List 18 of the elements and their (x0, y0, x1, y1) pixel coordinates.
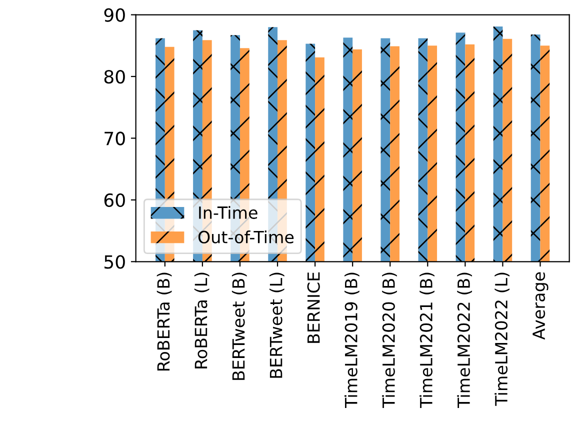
x-tick-label: BERTweet (L) (269, 272, 284, 378)
x-tick-label: RoBERTa (B) (156, 272, 172, 370)
x-tick-label: TimeLM2022 (L) (494, 272, 510, 406)
y-tick-label: 60 (104, 193, 125, 208)
x-tick-label: TimeLM2022 (B) (457, 272, 472, 408)
x-tick-label: BERTweet (B) (232, 272, 247, 380)
y-tick-label: 70 (104, 132, 125, 146)
y-tick-label: 80 (104, 70, 125, 84)
x-tick-label: BERNICE (307, 272, 320, 343)
y-tick-label: 90 (104, 8, 125, 22)
x-tick-label: TimeLM2019 (B) (344, 272, 360, 408)
x-tick-label: Average (532, 272, 548, 340)
x-tick-label: RoBERTa (L) (194, 272, 210, 368)
legend-label: Out-of-Time (198, 230, 294, 244)
x-tick-label: TimeLM2021 (B) (420, 272, 434, 408)
y-tick-label: 50 (104, 255, 125, 269)
x-tick-label: TimeLM2020 (B) (382, 272, 397, 408)
legend-label: In-Time (199, 206, 258, 219)
